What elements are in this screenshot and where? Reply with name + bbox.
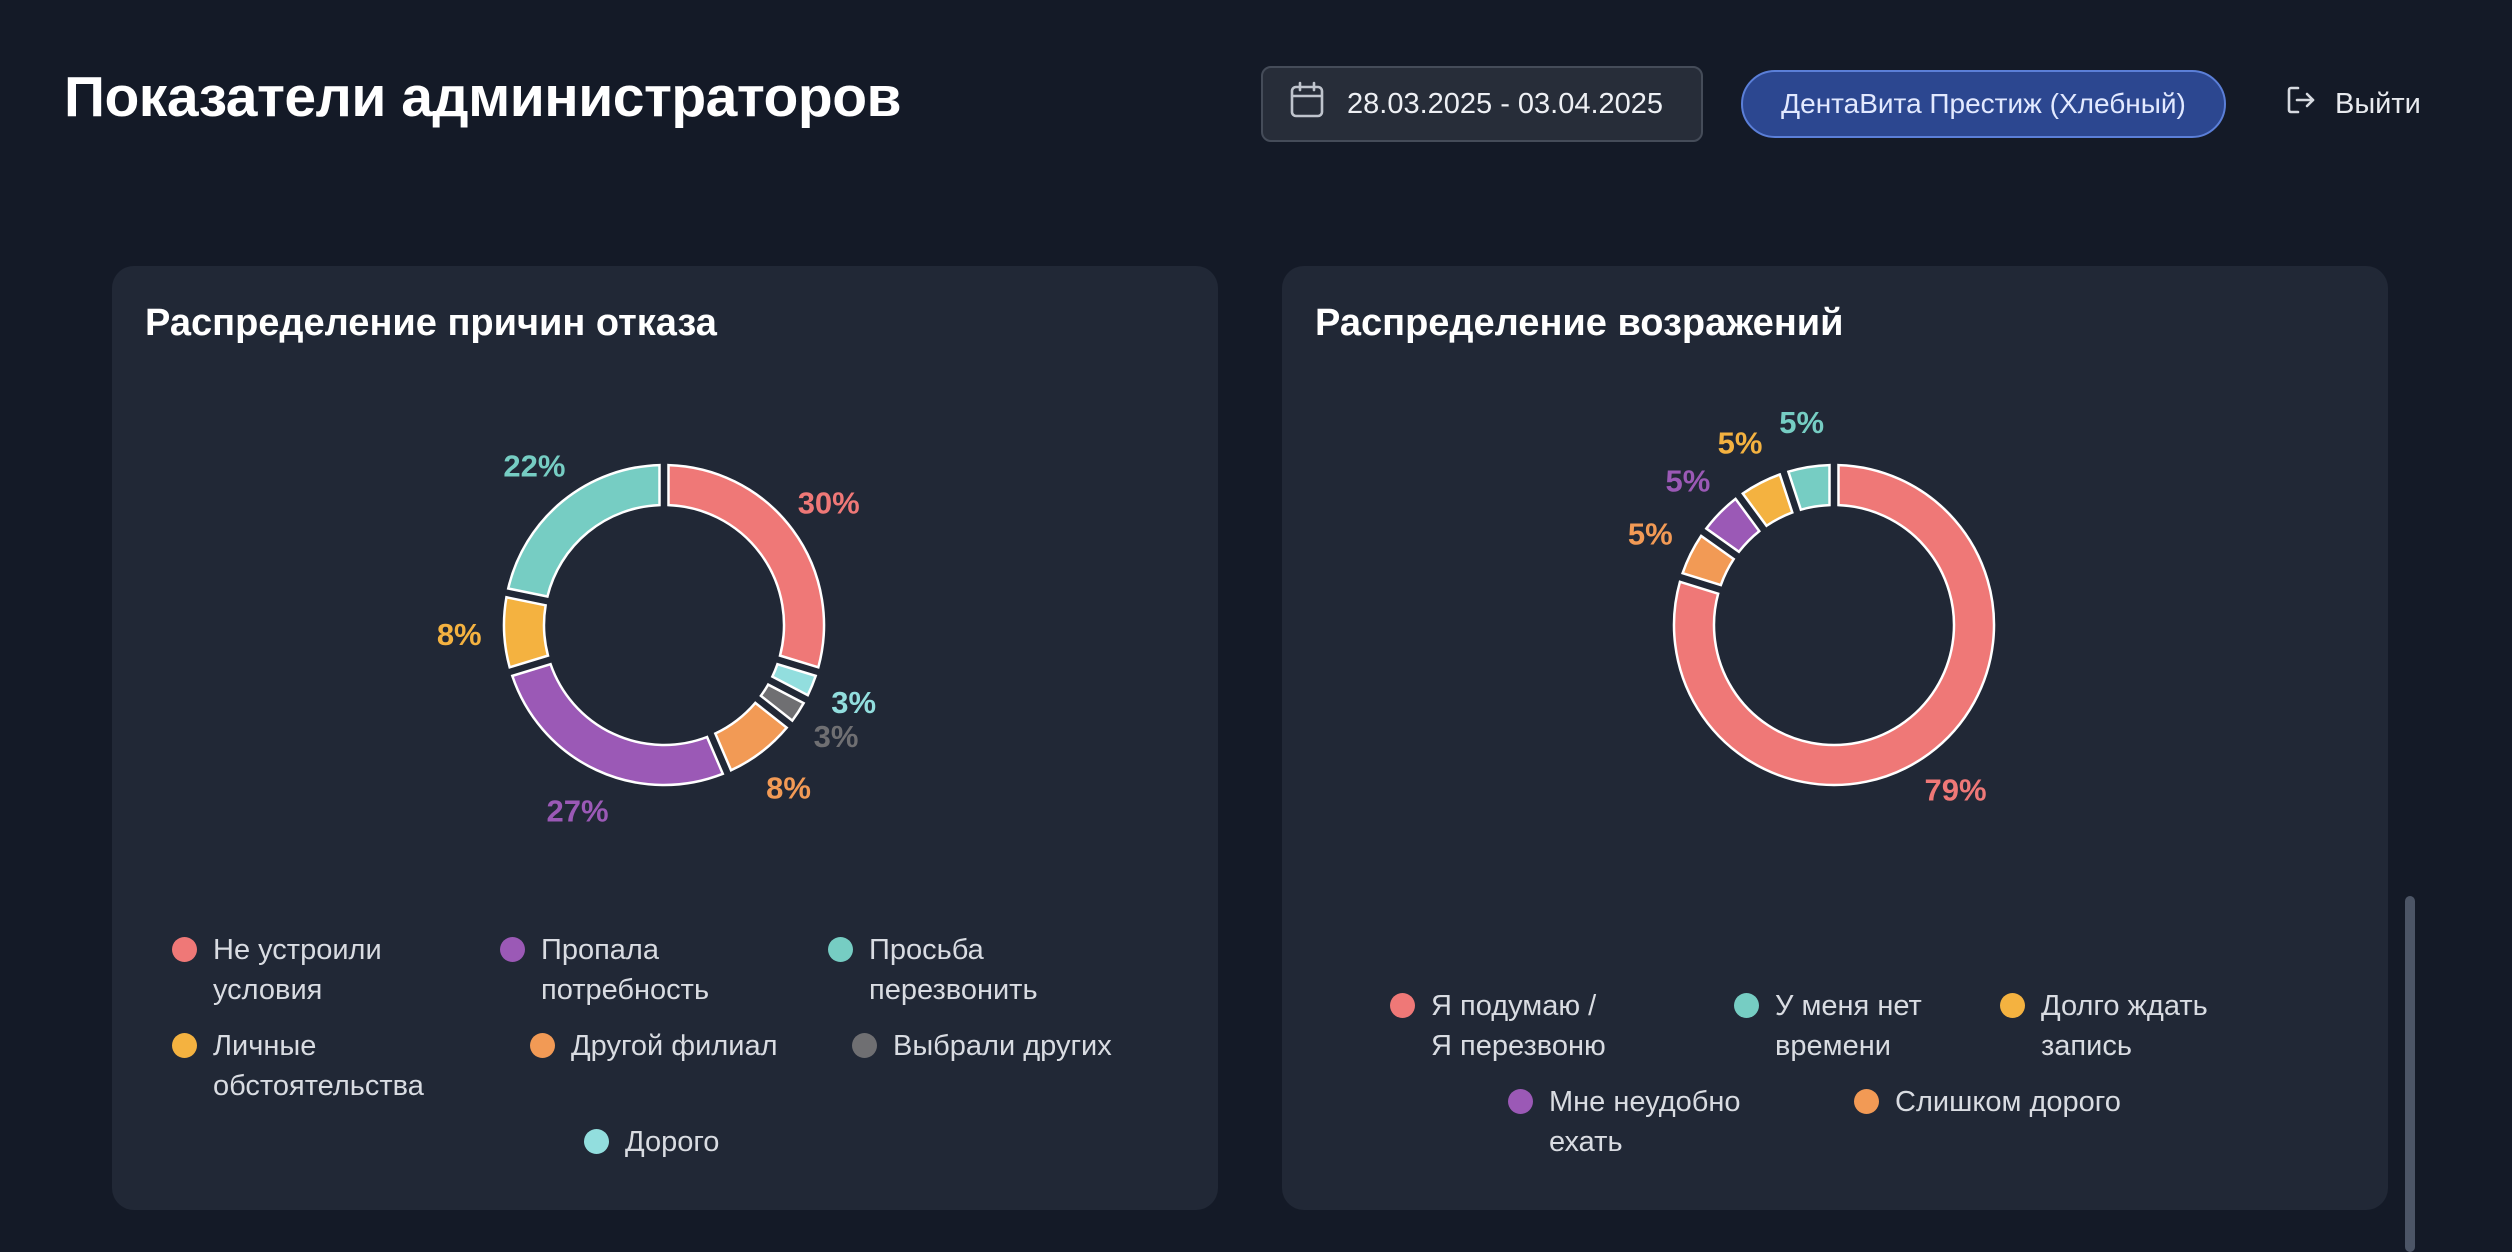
legend-swatch bbox=[172, 1033, 197, 1058]
legend-swatch bbox=[2000, 993, 2025, 1018]
legend-item[interactable]: Выбрали других bbox=[852, 1026, 1112, 1066]
legend-label: Дорого bbox=[625, 1126, 720, 1158]
legend-label: Долго ждать запись bbox=[2041, 990, 2208, 1062]
legend-swatch bbox=[828, 937, 853, 962]
refusal-reasons-card: Распределение причин отказа 30% 3% 3% 8% 27%… bbox=[112, 266, 1218, 1210]
legend-label: Пропала потребность bbox=[541, 934, 710, 1006]
legend-swatch bbox=[1734, 993, 1759, 1018]
donut-slice-0-1[interactable] bbox=[770, 662, 818, 697]
legend-item[interactable]: Просьба перезвонить bbox=[828, 930, 1038, 1010]
page-scrollbar[interactable] bbox=[2405, 896, 2415, 1252]
legend-label: Я подумаю / Я перезвоню bbox=[1431, 990, 1606, 1062]
donut-value-label-0-2: 3% bbox=[814, 719, 859, 754]
legend-swatch bbox=[1508, 1089, 1533, 1114]
legend-swatch bbox=[584, 1129, 609, 1154]
donut-slice-0-6[interactable] bbox=[506, 463, 661, 598]
donut-slice-0-2[interactable] bbox=[759, 682, 806, 723]
date-range-picker[interactable]: 28.03.2025 - 03.04.2025 bbox=[1261, 66, 1703, 142]
legend-swatch bbox=[500, 937, 525, 962]
donut-value-label-1-1: 5% bbox=[1628, 516, 1673, 551]
legend-item[interactable]: У меня нет времени bbox=[1734, 986, 1922, 1066]
donut-slice-1-4[interactable] bbox=[1786, 463, 1831, 512]
legend-swatch bbox=[852, 1033, 877, 1058]
logout-label: Выйти bbox=[2335, 87, 2421, 120]
donut-slice-0-5[interactable] bbox=[502, 595, 550, 669]
legend-swatch bbox=[530, 1033, 555, 1058]
legend-label: Личные обстоятельства bbox=[213, 1030, 424, 1102]
legend-item[interactable]: Я подумаю / Я перезвоню bbox=[1390, 986, 1606, 1066]
donut-slice-1-1[interactable] bbox=[1681, 534, 1736, 587]
donut-slice-0-0[interactable] bbox=[667, 463, 826, 669]
donut-value-label-0-6: 22% bbox=[503, 449, 565, 484]
donut-slice-0-3[interactable] bbox=[713, 701, 789, 772]
legend-label: Выбрали других bbox=[893, 1030, 1112, 1062]
refusal-reasons-donut-chart: 30%3%3%8%27%8%22% bbox=[437, 449, 876, 829]
legend-swatch bbox=[1390, 993, 1415, 1018]
objections-card: Распределение возражений 79% 5% 5% 5% 5% Я п… bbox=[1282, 266, 2388, 1210]
legend-label: Не устроили условия bbox=[213, 934, 382, 1006]
donut-value-label-1-3: 5% bbox=[1718, 425, 1763, 460]
calendar-icon bbox=[1289, 81, 1325, 127]
date-range-label: 28.03.2025 - 03.04.2025 bbox=[1347, 87, 1664, 120]
donut-slice-1-2[interactable] bbox=[1704, 497, 1761, 554]
legend-swatch bbox=[172, 937, 197, 962]
donut-value-label-0-3: 8% bbox=[766, 770, 811, 805]
objections-donut-chart: 79%5%5%5%5% bbox=[1628, 405, 1996, 808]
legend-item[interactable]: Долго ждать запись bbox=[2000, 986, 2208, 1066]
branch-selector-button[interactable]: ДентаВита Престиж (Хлебный) bbox=[1741, 70, 2226, 138]
branch-label: ДентаВита Престиж (Хлебный) bbox=[1781, 88, 2186, 119]
donut-value-label-0-5: 8% bbox=[437, 617, 482, 652]
objections-title: Распределение возражений bbox=[1315, 302, 1844, 344]
donut-value-label-1-0: 79% bbox=[1925, 773, 1987, 808]
donut-value-label-1-4: 5% bbox=[1779, 405, 1824, 440]
legend-item[interactable]: Другой филиал bbox=[530, 1026, 778, 1066]
donut-slice-1-0[interactable] bbox=[1672, 463, 1996, 787]
donut-value-label-0-4: 27% bbox=[547, 793, 609, 828]
page-title: Показатели администраторов bbox=[64, 65, 902, 129]
legend-item[interactable]: Мне неудобно ехать bbox=[1508, 1082, 1741, 1162]
legend-label: Мне неудобно ехать bbox=[1549, 1086, 1741, 1158]
refusal-reasons-title: Распределение причин отказа bbox=[145, 302, 717, 344]
logout-button[interactable]: Выйти bbox=[2285, 84, 2421, 124]
donut-value-label-0-0: 30% bbox=[798, 485, 860, 520]
logout-icon bbox=[2285, 84, 2317, 124]
donut-value-label-1-2: 5% bbox=[1665, 464, 1710, 499]
legend-label: Просьба перезвонить bbox=[869, 934, 1038, 1006]
legend-label: Слишком дорого bbox=[1895, 1086, 2121, 1118]
legend-label: Другой филиал bbox=[571, 1030, 778, 1062]
legend-item[interactable]: Не устроили условия bbox=[172, 930, 382, 1010]
legend-item[interactable]: Дорого bbox=[584, 1122, 719, 1162]
legend-swatch bbox=[1854, 1089, 1879, 1114]
legend-item[interactable]: Пропала потребность bbox=[500, 930, 709, 1010]
legend-item[interactable]: Личные обстоятельства bbox=[172, 1026, 424, 1106]
legend-item[interactable]: Слишком дорого bbox=[1854, 1082, 2121, 1122]
legend-label: У меня нет времени bbox=[1775, 990, 1922, 1062]
donut-slice-0-4[interactable] bbox=[510, 662, 725, 787]
donut-value-label-0-1: 3% bbox=[831, 685, 876, 720]
donut-slice-1-3[interactable] bbox=[1741, 472, 1794, 528]
